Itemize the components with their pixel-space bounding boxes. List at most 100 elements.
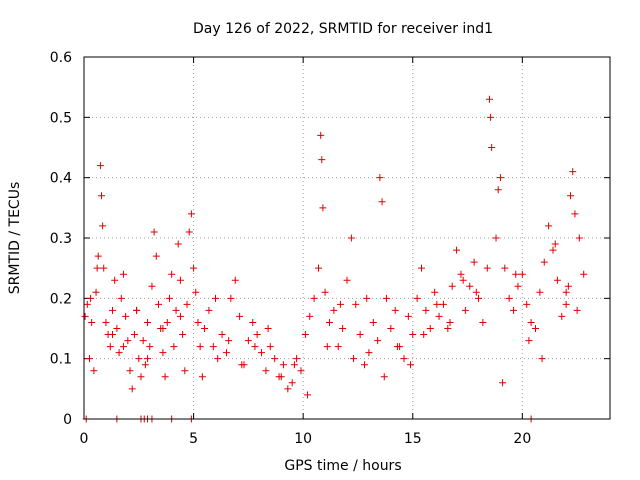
data-point [365, 349, 373, 357]
data-point [479, 318, 487, 326]
data-point [102, 318, 110, 326]
data-point [262, 367, 270, 375]
data-point [512, 270, 520, 278]
data-point [376, 174, 384, 182]
data-point [288, 379, 296, 387]
data-point [90, 367, 98, 375]
data-point [128, 385, 136, 393]
x-tick-label: 0 [80, 431, 89, 447]
data-point [83, 300, 91, 308]
data-point [150, 228, 158, 236]
data-point [350, 355, 358, 363]
data-point [457, 270, 465, 278]
x-tick-label: 5 [189, 431, 198, 447]
data-point [518, 270, 526, 278]
data-point [567, 192, 575, 200]
data-point [496, 174, 504, 182]
data-point [418, 264, 426, 272]
data-point [266, 343, 274, 351]
data-point [315, 264, 323, 272]
data-point [413, 294, 421, 302]
data-point [549, 246, 557, 254]
data-point [209, 343, 217, 351]
data-point [304, 391, 312, 399]
data-point [92, 288, 100, 296]
data-point [374, 337, 382, 345]
data-point [347, 234, 355, 242]
data-point [137, 373, 145, 381]
plot-frame [83, 56, 611, 420]
data-point [407, 361, 415, 369]
data-point [236, 312, 244, 320]
data-point [218, 331, 226, 339]
data-point [87, 294, 95, 302]
data-point [231, 276, 239, 284]
axis-ticks: 0 0.1 0.2 0.3 0.4 0.5 0.6 0 5 10 15 20 [50, 50, 610, 447]
data-point [85, 355, 93, 363]
data-point [253, 331, 261, 339]
data-point [525, 337, 533, 345]
data-point [251, 343, 259, 351]
data-point [569, 168, 577, 176]
data-point [106, 343, 114, 351]
data-point [352, 300, 360, 308]
data-point [523, 300, 531, 308]
data-point [536, 288, 544, 296]
data-point [562, 300, 570, 308]
data-point [179, 331, 187, 339]
data-point [141, 361, 149, 369]
data-point [514, 282, 522, 290]
data-point [176, 276, 184, 284]
data-point [174, 240, 182, 248]
data-point [155, 300, 163, 308]
data-point [545, 222, 553, 230]
data-point [310, 294, 318, 302]
data-point [170, 343, 178, 351]
data-point [284, 385, 292, 393]
x-tick-label: 10 [294, 431, 312, 447]
data-point [81, 312, 89, 320]
data-point [499, 379, 507, 387]
data-point [165, 294, 173, 302]
data-point [98, 192, 106, 200]
x-tick-label: 20 [513, 431, 531, 447]
data-point [181, 367, 189, 375]
data-point [133, 306, 141, 314]
data-point [369, 318, 377, 326]
data-point [356, 331, 364, 339]
data-point [323, 343, 331, 351]
data-point [330, 306, 338, 314]
data-point [119, 270, 127, 278]
data-point [93, 264, 101, 272]
data-point [264, 325, 272, 332]
data-point [475, 294, 482, 302]
data-point [249, 318, 257, 326]
data-point [244, 337, 252, 345]
data-point [380, 373, 388, 381]
data-point [448, 282, 456, 290]
data-point [279, 361, 287, 369]
data-point [488, 144, 496, 151]
data-point [152, 252, 160, 260]
data-point [538, 355, 546, 363]
y-tick-label: 0.5 [50, 110, 72, 126]
data-point [159, 349, 167, 357]
data-point [146, 343, 154, 351]
data-point [494, 186, 502, 194]
grid-lines [84, 57, 610, 419]
data-point [487, 113, 495, 121]
data-point [212, 294, 219, 302]
data-point [99, 222, 107, 230]
data-point [201, 325, 209, 332]
data-point [393, 343, 401, 351]
data-point [238, 361, 246, 369]
data-point [527, 318, 535, 326]
data-point [163, 318, 171, 326]
data-point [387, 325, 395, 332]
data-point [470, 258, 478, 266]
data-point [100, 264, 108, 272]
data-point [161, 373, 169, 381]
data-point [466, 282, 474, 290]
data-point [485, 95, 493, 103]
